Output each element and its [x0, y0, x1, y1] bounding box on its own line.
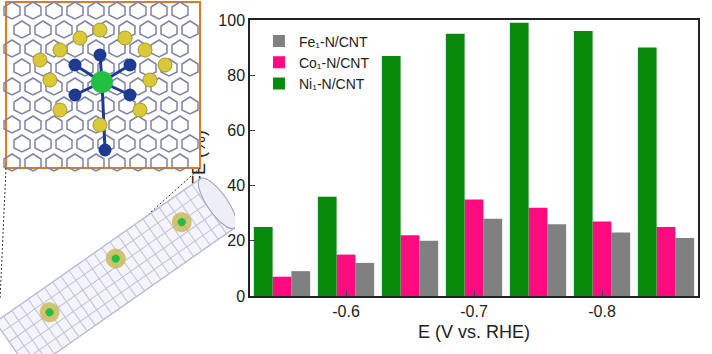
svg-text:100: 100: [218, 12, 245, 29]
svg-text:40: 40: [227, 177, 245, 194]
svg-text:0: 0: [236, 288, 245, 305]
svg-text:Fe₁-N/CNT: Fe₁-N/CNT: [299, 34, 368, 50]
svg-text:-0.8: -0.8: [588, 303, 616, 320]
svg-text:-0.7: -0.7: [460, 303, 488, 320]
svg-text:E (V vs. RHE): E (V vs. RHE): [418, 322, 530, 342]
svg-text:Ni₁-N/CNT: Ni₁-N/CNT: [299, 76, 365, 92]
svg-text:60: 60: [227, 122, 245, 139]
svg-text:Co₁-N/CNT: Co₁-N/CNT: [299, 55, 370, 71]
svg-text:80: 80: [227, 67, 245, 84]
svg-text:-0.6: -0.6: [332, 303, 360, 320]
svg-text:20: 20: [227, 232, 245, 249]
